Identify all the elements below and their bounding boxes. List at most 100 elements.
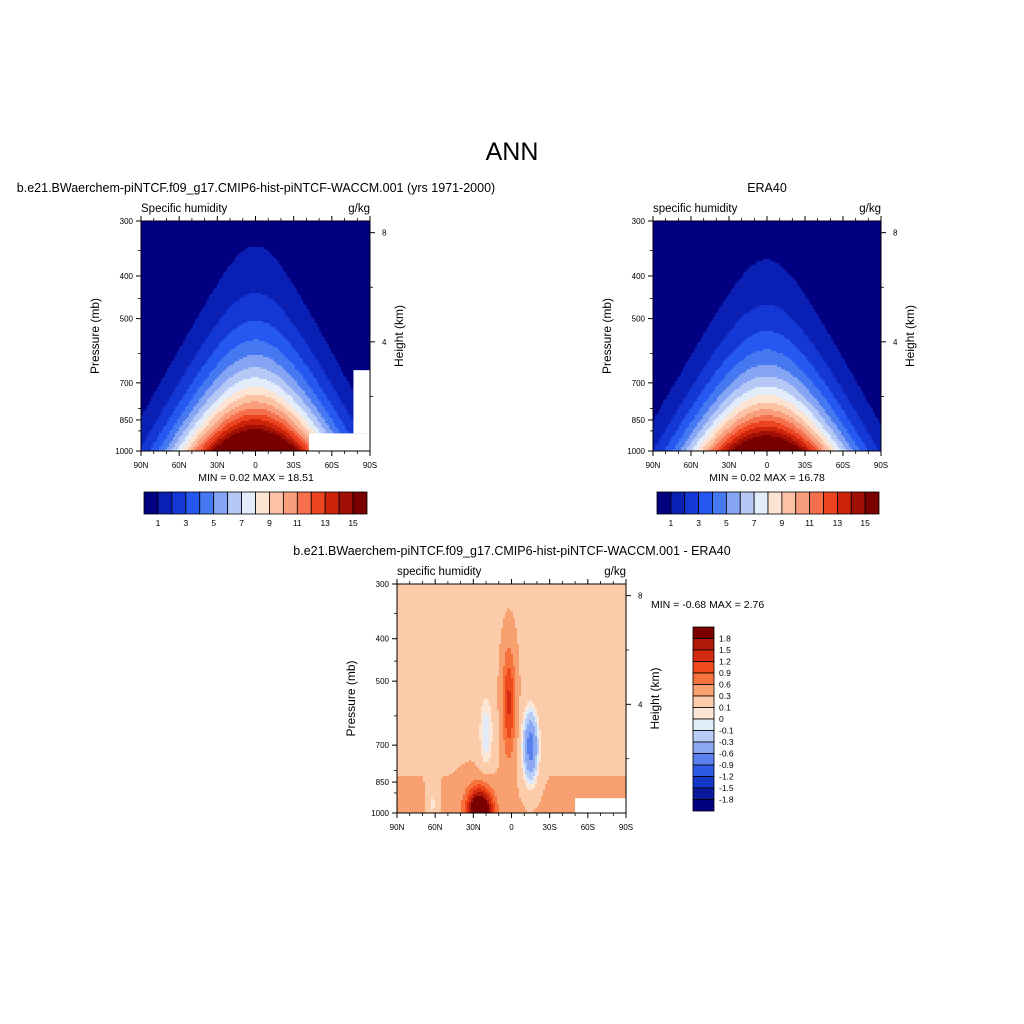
field-cell [177, 245, 180, 248]
field-cell [301, 233, 304, 236]
field-cell [279, 275, 282, 278]
field-cell [191, 271, 194, 274]
field-cell [351, 223, 354, 226]
field-cell [143, 235, 146, 238]
field-cell [335, 233, 338, 236]
field-cell [249, 279, 252, 282]
field-cell [151, 229, 154, 232]
field-cell [199, 221, 202, 224]
field-cell [291, 259, 294, 262]
field-cell [321, 245, 324, 248]
field-cell [279, 267, 282, 270]
field-cell [323, 253, 326, 256]
field-cell [151, 231, 154, 234]
field-cell [257, 221, 260, 224]
field-cell [179, 273, 182, 276]
field-cell [301, 255, 304, 258]
field-cell [275, 265, 278, 268]
field-cell [267, 305, 270, 308]
field-cell [167, 263, 170, 266]
field-cell [219, 267, 222, 270]
field-cell [357, 285, 360, 288]
field-cell [281, 261, 284, 264]
field-cell [217, 265, 220, 268]
field-cell [361, 247, 364, 250]
field-cell [253, 273, 256, 276]
field-cell [251, 237, 254, 240]
field-cell [171, 305, 174, 308]
field-cell [363, 287, 366, 290]
field-cell [315, 245, 318, 248]
field-cell [143, 225, 146, 228]
field-cell [339, 229, 342, 232]
field-cell [357, 293, 360, 296]
field-cell [303, 281, 306, 284]
field-cell [141, 305, 144, 308]
field-cell [253, 231, 256, 234]
field-cell [165, 221, 168, 224]
field-cell [303, 247, 306, 250]
field-cell [225, 279, 228, 282]
field-cell [235, 297, 238, 300]
field-cell [227, 265, 230, 268]
field-cell [283, 241, 286, 244]
field-cell [359, 281, 362, 284]
field-cell [341, 241, 344, 244]
field-cell [367, 293, 370, 296]
field-cell [337, 265, 340, 268]
field-cell [145, 305, 148, 308]
field-cell [181, 297, 184, 300]
field-cell [271, 253, 274, 256]
field-cell [229, 281, 232, 284]
field-cell [305, 303, 308, 306]
field-cell [257, 277, 260, 280]
field-cell [349, 227, 352, 230]
field-cell [161, 261, 164, 264]
field-cell [293, 245, 296, 248]
field-cell [307, 231, 310, 234]
field-cell [247, 273, 250, 276]
field-cell [301, 257, 304, 260]
field-cell [193, 283, 196, 286]
field-cell [299, 275, 302, 278]
field-cell [161, 287, 164, 290]
field-cell [329, 255, 332, 258]
field-cell [203, 289, 206, 292]
field-cell [277, 221, 280, 224]
field-cell [257, 233, 260, 236]
field-cell [299, 229, 302, 232]
field-cell [223, 251, 226, 254]
field-cell [167, 235, 170, 238]
field-cell [349, 281, 352, 284]
field-cell [223, 279, 226, 282]
field-cell [207, 247, 210, 250]
field-cell [331, 237, 334, 240]
field-cell [327, 287, 330, 290]
field-cell [205, 305, 208, 308]
field-cell [211, 237, 214, 240]
field-cell [301, 259, 304, 262]
field-cell [353, 233, 356, 236]
field-cell [195, 245, 198, 248]
field-cell [321, 297, 324, 300]
field-cell [319, 265, 322, 268]
field-cell [159, 241, 162, 244]
field-cell [199, 273, 202, 276]
field-cell [265, 261, 268, 264]
field-cell [269, 291, 272, 294]
field-cell [251, 283, 254, 286]
field-cell [191, 305, 194, 308]
field-cell [255, 273, 258, 276]
field-cell [191, 243, 194, 246]
field-cell [349, 295, 352, 298]
field-cell [233, 241, 236, 244]
field-cell [345, 297, 348, 300]
field-cell [363, 239, 366, 242]
field-cell [319, 271, 322, 274]
field-cell [267, 273, 270, 276]
field-cell [329, 247, 332, 250]
field-cell [337, 257, 340, 260]
field-cell [207, 303, 210, 306]
field-cell [355, 263, 358, 266]
field-cell [345, 223, 348, 226]
